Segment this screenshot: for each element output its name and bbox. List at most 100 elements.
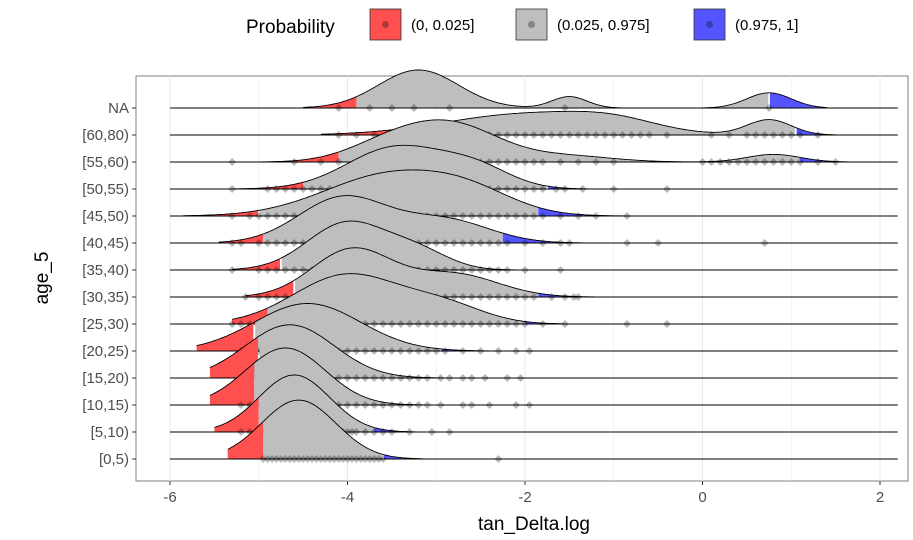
data-point [396, 374, 405, 382]
data-point [263, 185, 272, 193]
data-point [787, 158, 796, 166]
ridge-outline [214, 374, 419, 433]
data-point [569, 293, 578, 301]
data-point [494, 455, 503, 463]
data-point [707, 131, 716, 139]
data-point [529, 212, 538, 220]
data-point [352, 455, 361, 463]
ridge-area-low [232, 182, 304, 189]
data-point [645, 131, 654, 139]
data-point [583, 131, 592, 139]
x-tick-label: -6 [163, 489, 176, 506]
data-point [228, 158, 237, 166]
data-point [574, 131, 583, 139]
data-point [547, 293, 556, 301]
data-point [237, 401, 245, 409]
data-point [228, 320, 237, 328]
data-point [263, 212, 272, 220]
data-point [769, 131, 778, 139]
data-point [485, 212, 494, 220]
data-point [760, 158, 769, 166]
data-point [312, 455, 321, 463]
data-point [751, 158, 760, 166]
data-point [290, 239, 299, 247]
data-point [299, 455, 308, 463]
data-point [512, 212, 521, 220]
data-point [538, 212, 547, 220]
data-point [396, 347, 405, 355]
data-point [813, 131, 822, 139]
data-point [458, 293, 467, 301]
data-point [663, 185, 671, 193]
data-point [765, 104, 774, 112]
data-point [494, 158, 503, 166]
data-point [290, 158, 299, 166]
data-point [796, 131, 805, 139]
data-point [343, 374, 352, 382]
data-point [325, 455, 334, 463]
data-point [512, 293, 521, 301]
data-point [503, 212, 512, 220]
data-point [387, 320, 396, 328]
data-point [272, 185, 281, 193]
data-point [387, 428, 396, 436]
data-point [334, 455, 343, 463]
data-point [427, 428, 436, 436]
data-point [405, 428, 414, 436]
data-point [445, 104, 454, 112]
data-point [241, 293, 250, 301]
data-point [268, 455, 277, 463]
y-axis-ticks: [0,5) [5,10) [10,15) [15,20) [20,25) [25,30) [… [82, 100, 136, 468]
legend-key-mid-point [528, 21, 535, 28]
ridge-outline [227, 399, 423, 460]
legend-key-high-point [706, 21, 713, 28]
data-point [308, 455, 316, 463]
data-point [494, 293, 503, 301]
data-point [458, 266, 467, 274]
y-tick-label: [60,80) [82, 127, 129, 144]
data-point [343, 347, 352, 355]
data-point [494, 320, 503, 328]
data-point [778, 131, 787, 139]
ridge-group [170, 399, 898, 463]
data-point [254, 266, 263, 274]
data-point [272, 212, 281, 220]
data-point [316, 158, 325, 166]
data-point [414, 374, 423, 382]
data-point [379, 320, 387, 328]
data-point [370, 374, 379, 382]
data-point [347, 428, 356, 436]
data-point [592, 212, 600, 220]
data-point [476, 266, 485, 274]
data-point [263, 239, 272, 247]
legend-entry-low: (0, 0.025] [369, 8, 474, 41]
data-point [467, 266, 476, 274]
data-point [237, 320, 245, 328]
data-point [441, 239, 450, 247]
data-point [485, 266, 494, 274]
data-point [441, 347, 450, 355]
ridge-area-low [209, 336, 258, 378]
data-point [450, 239, 458, 247]
data-point [423, 374, 432, 382]
data-point [467, 401, 476, 409]
data-point [467, 374, 476, 382]
data-point [476, 293, 485, 301]
data-point [396, 320, 405, 328]
data-point [525, 347, 534, 355]
data-point [254, 293, 263, 301]
y-tick-label: [40,45) [82, 235, 129, 252]
data-point [405, 347, 414, 355]
ridge-outline [232, 119, 848, 163]
y-tick-label: [15,20) [82, 370, 129, 387]
data-point [263, 455, 272, 463]
data-point [529, 158, 538, 166]
ridge-outline [232, 273, 564, 325]
data-point [623, 239, 632, 247]
x-axis-ticks: -6 -4 -2 0 2 [163, 481, 884, 506]
data-point [281, 455, 290, 463]
data-point [521, 266, 529, 274]
data-point [565, 239, 574, 247]
data-point [347, 455, 356, 463]
data-point [272, 455, 281, 463]
